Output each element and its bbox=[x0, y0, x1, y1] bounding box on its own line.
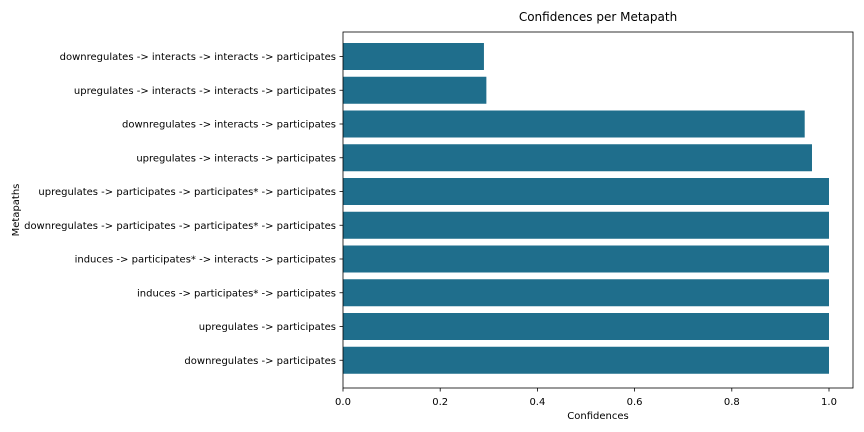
bar bbox=[343, 211, 829, 239]
y-tick-label: downregulates -> interacts -> interacts … bbox=[60, 52, 336, 63]
y-axis-label: Metapaths bbox=[11, 184, 22, 237]
y-tick-label: downregulates -> interacts -> participat… bbox=[122, 120, 336, 131]
x-tick-label: 0.2 bbox=[432, 397, 448, 408]
y-tick-label: upregulates -> participates -> participa… bbox=[38, 187, 336, 198]
bar bbox=[343, 43, 484, 70]
x-axis-ticks: 0.0 0.2 0.4 0.6 0.8 1.0 bbox=[335, 388, 837, 408]
bar bbox=[343, 110, 805, 138]
x-tick-label: 0.6 bbox=[627, 397, 643, 408]
y-tick-label: downregulates -> participates bbox=[184, 356, 336, 367]
bar bbox=[343, 76, 487, 104]
y-tick-label: downregulates -> participates -> partici… bbox=[24, 221, 336, 232]
x-tick-label: 0.8 bbox=[724, 397, 740, 408]
y-axis-ticks: downregulates -> interacts -> interacts … bbox=[24, 52, 343, 367]
y-tick-label: induces -> participates* -> interacts ->… bbox=[75, 255, 336, 266]
x-tick-label: 0.0 bbox=[335, 397, 351, 408]
chart-title: Confidences per Metapath bbox=[519, 10, 677, 24]
bar bbox=[343, 346, 829, 374]
plot-frame bbox=[342, 31, 854, 389]
y-tick-label: upregulates -> interacts -> participates bbox=[136, 153, 336, 164]
x-tick-label: 0.4 bbox=[529, 397, 545, 408]
y-tick-label: upregulates -> participates bbox=[199, 322, 336, 333]
bar bbox=[343, 178, 829, 205]
x-axis-label: Confidences bbox=[567, 411, 628, 422]
bars-group bbox=[343, 43, 829, 374]
y-tick-label: upregulates -> interacts -> interacts ->… bbox=[74, 86, 336, 97]
bar bbox=[343, 279, 829, 307]
bar bbox=[343, 313, 829, 340]
x-tick-label: 1.0 bbox=[821, 397, 837, 408]
bar bbox=[343, 245, 829, 273]
y-tick-label: induces -> participates* -> participates bbox=[137, 288, 336, 299]
bar bbox=[343, 144, 812, 172]
